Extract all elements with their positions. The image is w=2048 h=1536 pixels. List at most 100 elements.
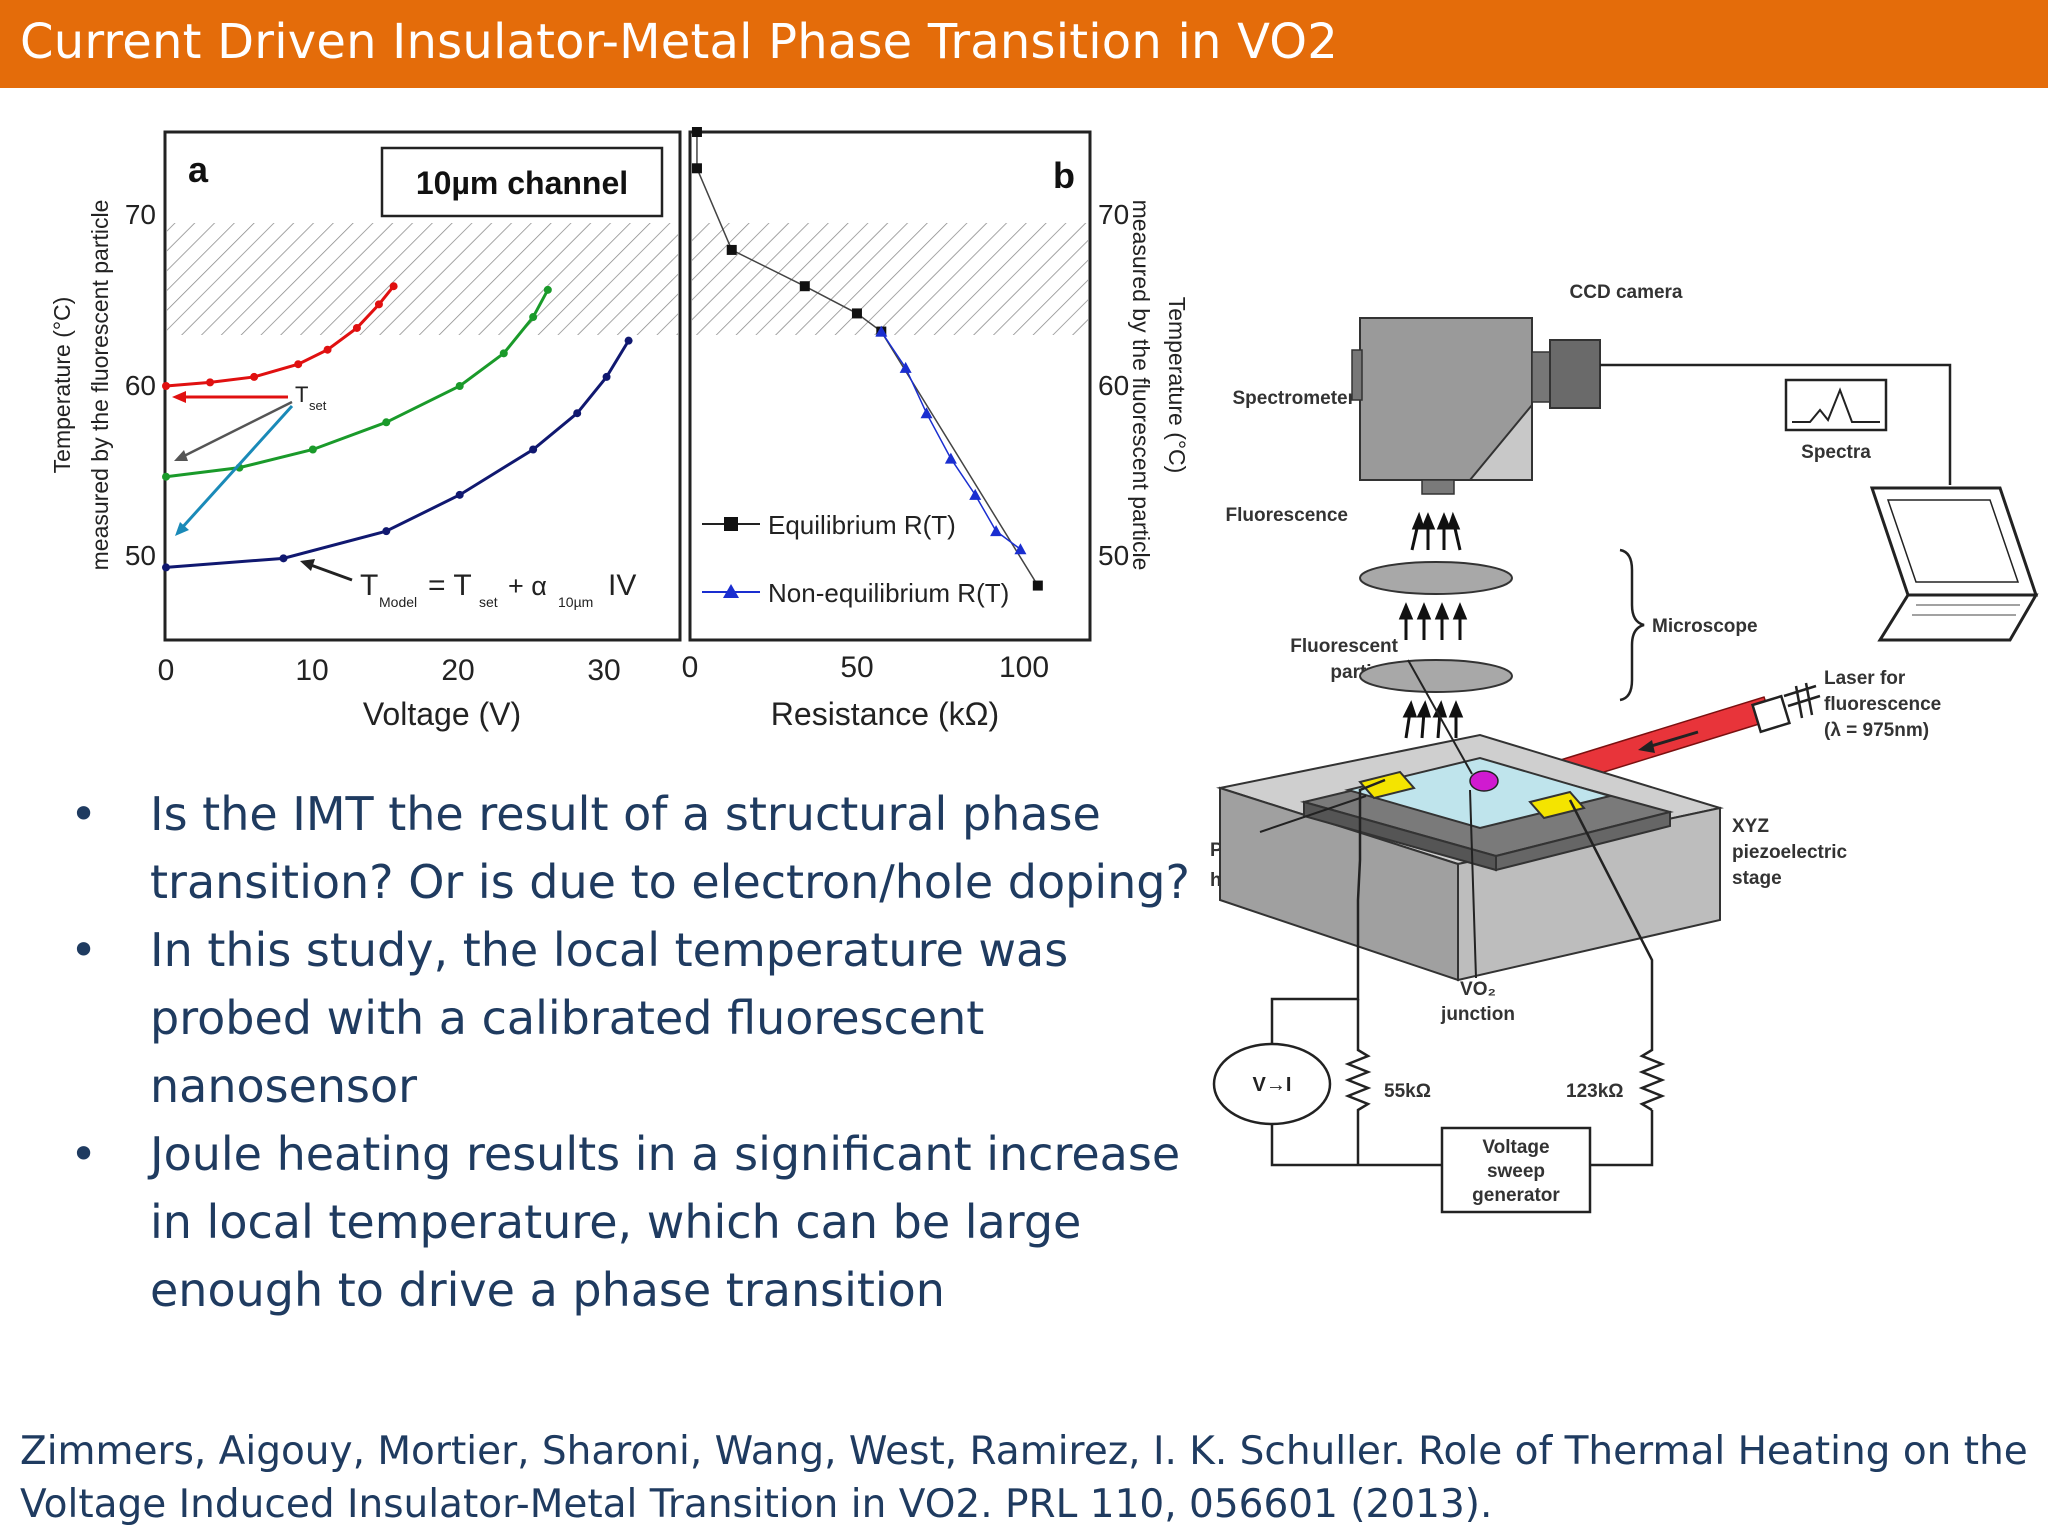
model-plus-alpha: + α — [508, 571, 547, 601]
spectrometer-cut — [1467, 402, 1533, 481]
chart-b-series-0-point-3 — [799, 281, 810, 292]
chart-a-series-0-line — [165, 285, 395, 388]
panel-a-xtick-20: 20 — [441, 654, 474, 687]
chart-b-series-1-point-0 — [875, 325, 888, 337]
chart-a-series-1-point-3 — [382, 418, 391, 427]
bullet-text: In this study, the local temperature was… — [150, 923, 1069, 1113]
figure-panels: a 10µm channel 70 60 50 0 10 20 30 Volta… — [49, 127, 1190, 732]
panel-b-yticks: 70 60 50 — [1098, 199, 1129, 571]
citation: Zimmers, Aigouy, Mortier, Sharoni, Wang,… — [20, 1425, 2030, 1531]
xyz-label-3: stage — [1732, 868, 1782, 889]
chart-b-series-0-point-4 — [851, 308, 862, 319]
experiment-schematic: CCD camera Spectrometer Spectra Fluoresc… — [1210, 282, 2039, 1214]
laser-arrow-head — [1638, 740, 1655, 753]
panel-b-frame — [688, 130, 1092, 642]
tset-annotation: T set — [172, 382, 327, 536]
vi-source — [1212, 1042, 1332, 1126]
tset-subscript: set — [309, 398, 327, 413]
chart-a-series-1-point-5 — [499, 349, 508, 358]
model-sub-set: set — [479, 594, 498, 610]
chart-a-series-2-point-6 — [602, 372, 611, 381]
chart-a-series-1-point-7 — [543, 285, 552, 294]
chart-a-series-1-point-6 — [529, 313, 538, 322]
chart-a-series-0-point-6 — [374, 300, 383, 309]
panel-b-ytick-70: 70 — [1098, 199, 1129, 230]
pointer-lines — [1259, 659, 1477, 979]
fluorescent-particle-label-1: Fluorescent — [1290, 636, 1398, 657]
panel-b-shaded-band — [692, 223, 1088, 335]
chart-a-series-0-point-1 — [206, 378, 215, 387]
bullet-marker: • — [70, 787, 98, 841]
panel-a-inset-label: 10µm channel — [416, 165, 628, 201]
bullet-text: Is the IMT the result of a structural ph… — [150, 787, 1190, 909]
vo2-junction-label-1: VO₂ — [1460, 979, 1496, 1000]
fluorescent-particle-dot — [1469, 770, 1499, 792]
resistor-55k — [1344, 1040, 1372, 1165]
xyz-label-2: piezoelectric — [1732, 842, 1848, 863]
chart-a-series-2-point-1 — [279, 554, 288, 563]
panel-a-letter: a — [188, 149, 209, 190]
panel-a-ylabel: Temperature (°C) measured by the fluores… — [49, 200, 113, 571]
vi-source-label: V→I — [1253, 1074, 1292, 1096]
panel-b-xtick-50: 50 — [840, 651, 873, 684]
panel-a-xtick-0: 0 — [158, 654, 175, 687]
citation-line-1: Zimmers, Aigouy, Mortier, Sharoni, Wang,… — [20, 1429, 2028, 1474]
laser-head — [1751, 682, 1821, 734]
panel-b-xtick-100: 100 — [999, 651, 1049, 684]
panel-a-inset-box — [380, 146, 664, 218]
chart-a-series-0-point-0 — [162, 382, 170, 390]
spectrometer-side — [1351, 349, 1363, 401]
ccd-camera-label: CCD camera — [1570, 282, 1683, 303]
chart-a-series-0-point-7 — [389, 282, 398, 291]
ccd-camera-body — [1531, 351, 1551, 403]
microscope-label: Microscope — [1652, 616, 1758, 637]
chart-b-series-0-point-0 — [691, 127, 702, 137]
microscope-lens-bottom — [1359, 659, 1513, 693]
bullet-list: • Is the IMT the result of a structural p… — [60, 780, 1200, 1324]
model-sub-channel: 10µm — [558, 594, 593, 610]
chart-a-series-1-point-4 — [455, 382, 464, 390]
spectra-label: Spectra — [1801, 442, 1871, 463]
chart-b-series-1-point-5 — [990, 525, 1003, 537]
chart-a-series-0-point-3 — [294, 360, 303, 369]
legend-nonequilibrium-label: Non-equilibrium R(T) — [768, 578, 1009, 608]
bullet-item: • Joule heating results in a significant … — [60, 1120, 1200, 1324]
legend-equilibrium-label: Equilibrium R(T) — [768, 510, 956, 540]
spectrometer-label: Spectrometer — [1233, 388, 1356, 409]
model-annotation: T Model = T set + α 10µm IV — [300, 559, 636, 610]
chart-b-series-0-point-2 — [726, 244, 737, 255]
panel-a-yticks: 70 60 50 — [125, 199, 156, 571]
fluorescence-arrows — [1398, 511, 1468, 739]
chart-a-series-2-point-4 — [529, 445, 538, 454]
chart-a-series-1-point-2 — [308, 445, 317, 454]
model-iv: IV — [608, 569, 636, 602]
bullet-marker: • — [70, 923, 98, 977]
laser-arrow — [1647, 730, 1699, 749]
panel-b-xlabel: Resistance (kΩ) — [771, 696, 999, 732]
vo2-junction-label-2: junction — [1440, 1004, 1515, 1025]
panel-a-ytick-50: 50 — [125, 540, 156, 571]
panel-b-ytick-60: 60 — [1098, 370, 1129, 401]
fluorescence-label: Fluorescence — [1226, 505, 1349, 526]
laser-label-1: Laser for — [1824, 668, 1906, 689]
tset-label: T — [295, 382, 308, 407]
spectra-curve — [1792, 387, 1880, 423]
chart-a-series-2-line — [165, 339, 630, 569]
chart-a-series-1-point-0 — [162, 472, 170, 481]
panel-b-legend: Equilibrium R(T) Non-equilibrium R(T) — [702, 510, 1009, 608]
ccd-camera-head — [1549, 339, 1601, 409]
chart-a-series-2-point-5 — [573, 409, 582, 418]
laptop-icon — [1869, 486, 2039, 642]
chart-a-layer — [162, 282, 633, 572]
chart-a-series-1-line — [165, 289, 550, 479]
bullet-item: • In this study, the local temperature wa… — [60, 916, 1200, 1120]
chart-a-series-2-point-0 — [162, 563, 170, 572]
microscope-brace — [1619, 548, 1645, 702]
microscope-lens-top — [1359, 561, 1513, 595]
camera-cable — [1600, 363, 1952, 485]
sweep-label-1: Voltage — [1482, 1137, 1549, 1158]
chart-a-series-2-point-3 — [455, 490, 464, 499]
panel-b-ylabel: measured by the fluorescent particle Tem… — [1128, 200, 1190, 571]
chart-b-series-1-point-1 — [899, 361, 912, 373]
panel-b-ylabel-line2: measured by the fluorescent particle — [1128, 200, 1154, 571]
